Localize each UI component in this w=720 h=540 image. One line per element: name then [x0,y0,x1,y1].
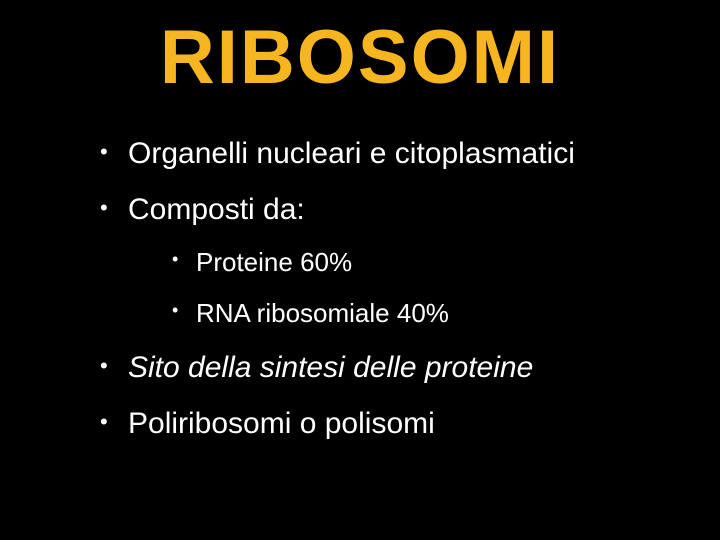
bullet-text: Composti da: [128,193,305,226]
bullet-text-italic: Sito della sintesi delle proteine [128,351,533,384]
slide-title: RIBOSOMI [60,14,660,101]
bullet-text: Organelli nucleari e citoplasmatici [128,137,575,170]
sub-bullet-text: Proteine 60% [196,247,352,277]
bullet-item: Composti da: Proteine 60% RNA ribosomial… [100,193,660,329]
bullet-item: Organelli nucleari e citoplasmatici [100,137,660,171]
slide: RIBOSOMI Organelli nucleari e citoplasma… [0,0,720,540]
bullet-item: Sito della sintesi delle proteine [100,351,660,385]
sub-bullet-item: Proteine 60% [172,247,660,278]
sub-bullet-list: Proteine 60% RNA ribosomiale 40% [128,247,660,329]
bullet-item: Poliribosomi o polisomi [100,407,660,441]
bullet-text: Poliribosomi o polisomi [128,407,435,440]
bullet-list: Organelli nucleari e citoplasmatici Comp… [60,137,660,441]
sub-bullet-text: RNA ribosomiale 40% [196,298,449,328]
sub-bullet-item: RNA ribosomiale 40% [172,298,660,329]
